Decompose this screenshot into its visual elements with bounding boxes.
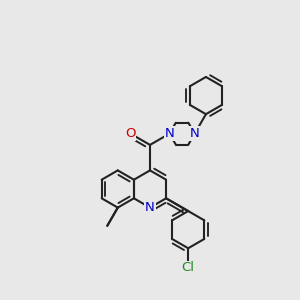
Text: N: N [165, 127, 174, 140]
Text: Cl: Cl [182, 261, 195, 274]
Text: O: O [125, 127, 136, 140]
Text: N: N [145, 201, 155, 214]
Text: N: N [165, 127, 174, 140]
Text: N: N [190, 127, 200, 140]
